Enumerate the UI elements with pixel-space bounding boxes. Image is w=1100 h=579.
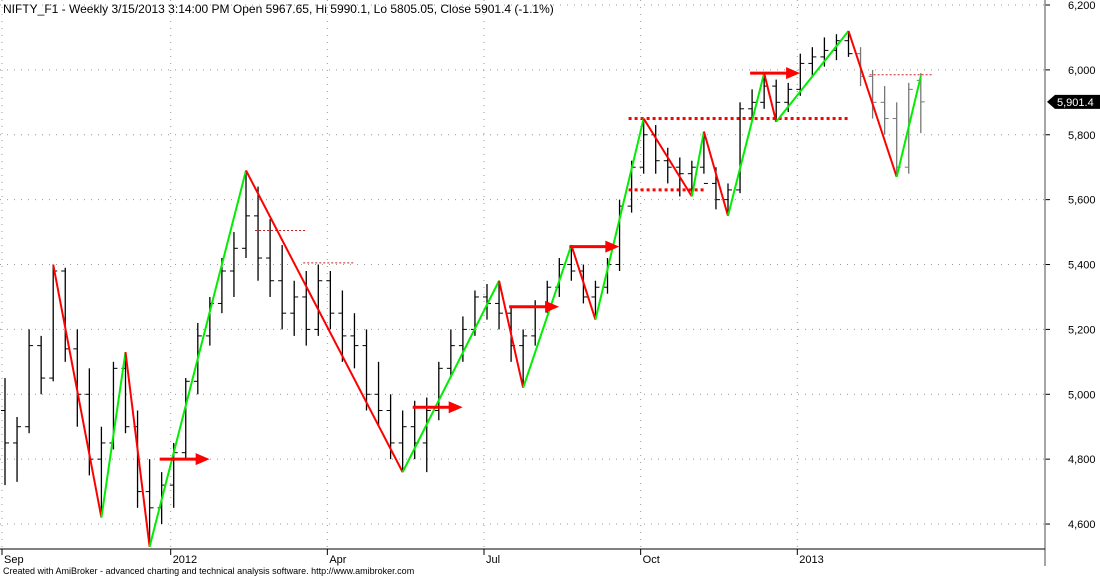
x-tick-label: 2013 bbox=[799, 554, 823, 566]
x-tick-label: Apr bbox=[329, 554, 346, 566]
arrow-head-icon bbox=[605, 240, 620, 253]
zigzag-up bbox=[401, 280, 500, 473]
zigzag-down bbox=[642, 118, 693, 197]
zigzag-down bbox=[498, 280, 525, 389]
zigzag-up bbox=[727, 72, 766, 217]
y-tick-label: 5,600 bbox=[1068, 195, 1096, 207]
y-tick-label: 5,200 bbox=[1068, 324, 1096, 336]
y-tick-label: 5,400 bbox=[1068, 260, 1096, 272]
arrow-head-icon bbox=[545, 300, 560, 313]
price-chart[interactable]: 4,600 4,800 5,000 5,200 5,400 5,600 5,800 6,000… bbox=[0, 0, 1100, 566]
arrow-head-icon bbox=[195, 453, 210, 466]
zigzag-up bbox=[148, 170, 247, 547]
x-tick-label: Jul bbox=[486, 554, 500, 566]
y-tick-label: 5,800 bbox=[1068, 130, 1096, 142]
last-price-label: 5,901.4 bbox=[1057, 97, 1094, 109]
y-tick-label: 4,600 bbox=[1068, 519, 1096, 531]
zigzag-down bbox=[847, 30, 898, 178]
zigzag-down bbox=[52, 264, 103, 518]
zigzag-up bbox=[100, 351, 127, 518]
zigzag-up bbox=[895, 76, 922, 178]
zigzag-up bbox=[594, 118, 645, 320]
y-tick-label: 6,000 bbox=[1068, 65, 1096, 77]
y-tick-label: 5,000 bbox=[1068, 389, 1096, 401]
zigzag-down bbox=[702, 131, 729, 217]
x-tick-label: Oct bbox=[643, 554, 660, 566]
last-price-tag bbox=[1047, 94, 1100, 109]
zigzag-down bbox=[570, 244, 597, 320]
zigzag-up bbox=[522, 244, 573, 389]
zigzag-down bbox=[124, 351, 151, 547]
y-tick-label: 4,800 bbox=[1068, 454, 1096, 466]
arrow-head-icon bbox=[786, 67, 801, 80]
x-tick-label: Sep bbox=[4, 554, 24, 566]
zigzag-down bbox=[763, 72, 778, 123]
y-tick-label: 6,200 bbox=[1068, 0, 1096, 12]
x-tick-label: 2012 bbox=[173, 554, 197, 566]
footer-credit: Created with AmiBroker - advanced charti… bbox=[3, 566, 415, 576]
zigzag-up bbox=[690, 131, 705, 197]
zigzag-down bbox=[245, 169, 404, 473]
zigzag-up bbox=[775, 30, 850, 123]
arrow-head-icon bbox=[448, 401, 463, 414]
